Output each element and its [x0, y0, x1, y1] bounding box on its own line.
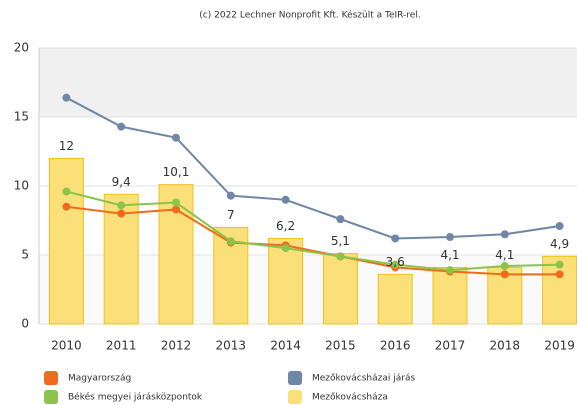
data-label: 4,1	[440, 248, 459, 262]
marker	[446, 266, 454, 275]
bar	[268, 237, 304, 325]
x-tick-label: 2014	[270, 339, 301, 353]
marker	[446, 233, 454, 242]
line	[65, 96, 560, 240]
data-label: 10,1	[163, 165, 190, 179]
y-tick-label: 0	[21, 317, 29, 331]
data-label: 4,1	[495, 248, 514, 262]
x-tick-label: 2015	[325, 339, 356, 353]
x-tick-label: 2016	[380, 339, 411, 353]
line	[66, 190, 560, 272]
legend-label: Magyarország	[68, 374, 131, 384]
marker	[226, 237, 235, 246]
marker	[391, 260, 400, 269]
x-tick-label: 2012	[161, 339, 192, 353]
marker	[336, 252, 345, 261]
marker	[500, 262, 509, 271]
marker	[336, 215, 345, 224]
data-label: 9,4	[112, 175, 131, 189]
bar	[377, 273, 413, 325]
x-tick-label: 2017	[435, 339, 466, 353]
marker	[172, 198, 180, 207]
x-tick-label: 2019	[544, 339, 575, 353]
legend-label: Mezőkovácsháza	[312, 393, 388, 403]
marker	[62, 93, 71, 102]
marker	[117, 122, 126, 131]
marker	[281, 195, 290, 204]
marker	[62, 187, 71, 196]
marker	[555, 222, 564, 231]
marker	[555, 260, 564, 269]
legend-label: Békés megyei járásközpontok	[68, 392, 203, 403]
line	[66, 205, 560, 276]
marker	[117, 201, 126, 210]
legend-swatch	[44, 371, 58, 385]
marker	[391, 234, 400, 243]
marker	[281, 244, 290, 253]
chart-title: (c) 2022 Lechner Nonprofit Kft. Készült …	[199, 10, 420, 21]
data-label: 4,9	[550, 237, 569, 251]
y-tick-label: 15	[14, 110, 29, 124]
marker	[500, 230, 509, 239]
marker	[172, 205, 180, 214]
legend-swatch	[288, 371, 302, 385]
y-tick-label: 10	[14, 179, 29, 193]
y-tick-label: 20	[14, 41, 29, 55]
bar	[48, 157, 84, 325]
data-label: 5,1	[331, 234, 350, 248]
marker	[226, 191, 235, 200]
data-label: 12	[59, 139, 74, 153]
y-tick-label: 5	[21, 248, 29, 262]
bar	[322, 253, 358, 325]
plot-band	[39, 48, 577, 117]
x-tick-label: 2010	[51, 339, 82, 353]
marker	[62, 202, 71, 211]
bar	[432, 266, 468, 325]
marker	[500, 270, 509, 279]
legend-swatch	[44, 390, 58, 404]
marker	[555, 270, 564, 279]
marker	[117, 209, 126, 218]
data-label: 3,6	[386, 255, 405, 269]
data-label: 6,2	[276, 219, 295, 233]
x-tick-label: 2018	[490, 339, 521, 353]
legend-label: Mezőkovácsházai járás	[312, 374, 415, 384]
marker	[172, 133, 180, 142]
x-tick-label: 2011	[106, 339, 137, 353]
data-label: 7	[227, 208, 235, 222]
x-tick-label: 2013	[216, 339, 247, 353]
legend-swatch	[288, 390, 302, 404]
